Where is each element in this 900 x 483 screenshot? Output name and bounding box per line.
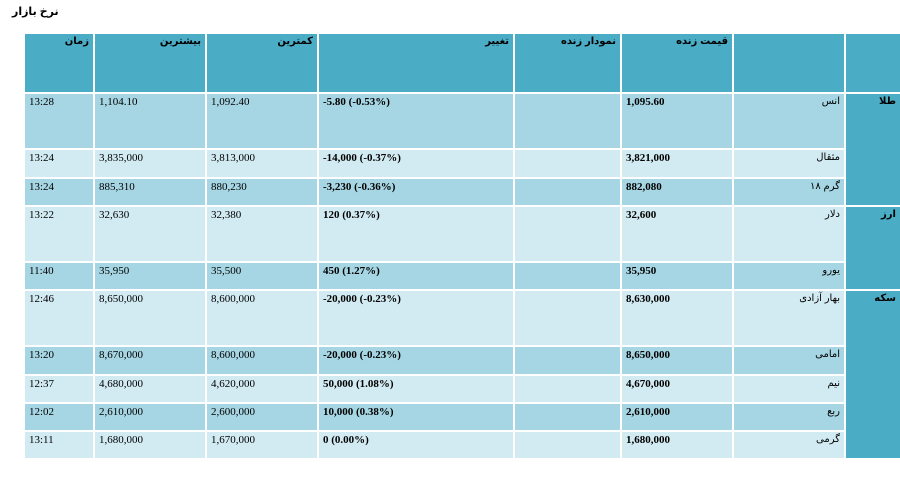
- header-low: کمترین: [205, 32, 319, 94]
- time-value: 13:24: [23, 177, 95, 207]
- live-price: 1,095.60: [620, 92, 734, 150]
- high-value: 32,630: [93, 205, 207, 263]
- table-row: طلا انس 1,095.60 -5.80 (-0.53%) 1,092.40…: [23, 92, 900, 207]
- item-name: امامی: [732, 345, 846, 376]
- header-change: تغییر: [317, 32, 515, 94]
- low-value: 880,230: [205, 177, 319, 207]
- table-row: ارز دلار 32,600 120 (0.37%) 32,380 32,63…: [23, 205, 900, 291]
- low-value: 35,500: [205, 261, 319, 291]
- live-price: 32,600: [620, 205, 734, 263]
- time-value: 13:22: [23, 205, 95, 263]
- table-row: مثقال 3,821,000 -14,000 (-0.37%) 3,813,0…: [23, 148, 900, 179]
- item-name: یورو: [732, 261, 846, 291]
- live-chart-cell: [513, 177, 622, 207]
- category-coin: سکه: [844, 289, 900, 460]
- live-price: 882,080: [620, 177, 734, 207]
- change-value: 450 (1.27%): [317, 261, 515, 291]
- live-chart-cell: [513, 345, 622, 376]
- table-row: سکه بهار آزادی 8,630,000 -20,000 (-0.23%…: [23, 289, 900, 460]
- time-value: 12:46: [23, 289, 95, 347]
- time-value: 11:40: [23, 261, 95, 291]
- live-price: 1,680,000: [620, 430, 734, 460]
- change-value: -20,000 (-0.23%): [317, 345, 515, 376]
- low-value: 1,670,000: [205, 430, 319, 460]
- header-live-chart: نمودار زنده: [513, 32, 622, 94]
- time-value: 13:20: [23, 345, 95, 376]
- high-value: 885,310: [93, 177, 207, 207]
- item-name: دلار: [732, 205, 846, 263]
- change-value: -14,000 (-0.37%): [317, 148, 515, 179]
- time-value: 12:37: [23, 374, 95, 404]
- low-value: 32,380: [205, 205, 319, 263]
- time-value: 13:24: [23, 148, 95, 179]
- item-name: گرم ۱۸: [732, 177, 846, 207]
- high-value: 8,670,000: [93, 345, 207, 376]
- live-chart-cell: [513, 261, 622, 291]
- live-price: 8,630,000: [620, 289, 734, 347]
- table-header-row: قیمت زنده نمودار زنده تغییر کمترین بیشتر…: [23, 32, 900, 94]
- live-chart-cell: [513, 402, 622, 432]
- page-title: نرخ بازار: [12, 6, 59, 18]
- table-row: ربع 2,610,000 10,000 (0.38%) 2,600,000 2…: [23, 402, 900, 432]
- header-high: بیشترین: [93, 32, 207, 94]
- header-time: زمان: [23, 32, 95, 94]
- time-value: 13:11: [23, 430, 95, 460]
- low-value: 4,620,000: [205, 374, 319, 404]
- live-chart-cell: [513, 289, 622, 347]
- live-chart-cell: [513, 430, 622, 460]
- live-price: 4,670,000: [620, 374, 734, 404]
- change-value: 10,000 (0.38%): [317, 402, 515, 432]
- live-chart-cell: [513, 205, 622, 263]
- high-value: 2,610,000: [93, 402, 207, 432]
- high-value: 8,650,000: [93, 289, 207, 347]
- item-name: مثقال: [732, 148, 846, 179]
- item-name: بهار آزادی: [732, 289, 846, 347]
- header-name: [732, 32, 846, 94]
- live-price: 8,650,000: [620, 345, 734, 376]
- live-chart-cell: [513, 374, 622, 404]
- table-row: گرم ۱۸ 882,080 -3,230 (-0.36%) 880,230 8…: [23, 177, 900, 207]
- high-value: 1,680,000: [93, 430, 207, 460]
- low-value: 1,092.40: [205, 92, 319, 150]
- table-row: یورو 35,950 450 (1.27%) 35,500 35,950 11…: [23, 261, 900, 291]
- live-price: 35,950: [620, 261, 734, 291]
- item-name: ربع: [732, 402, 846, 432]
- high-value: 3,835,000: [93, 148, 207, 179]
- category-gold: طلا: [844, 92, 900, 207]
- change-value: -20,000 (-0.23%): [317, 289, 515, 347]
- table-row: نیم 4,670,000 50,000 (1.08%) 4,620,000 4…: [23, 374, 900, 404]
- change-value: -3,230 (-0.36%): [317, 177, 515, 207]
- high-value: 35,950: [93, 261, 207, 291]
- high-value: 1,104.10: [93, 92, 207, 150]
- live-chart-cell: [513, 92, 622, 150]
- table-row: امامی 8,650,000 -20,000 (-0.23%) 8,600,0…: [23, 345, 900, 376]
- low-value: 8,600,000: [205, 289, 319, 347]
- time-value: 12:02: [23, 402, 95, 432]
- header-category: [844, 32, 900, 94]
- change-value: 120 (0.37%): [317, 205, 515, 263]
- live-chart-cell: [513, 148, 622, 179]
- table-row: گرمی 1,680,000 0 (0.00%) 1,670,000 1,680…: [23, 430, 900, 460]
- live-price: 3,821,000: [620, 148, 734, 179]
- change-value: 50,000 (1.08%): [317, 374, 515, 404]
- low-value: 2,600,000: [205, 402, 319, 432]
- category-currency: ارز: [844, 205, 900, 291]
- item-name: انس: [732, 92, 846, 150]
- time-value: 13:28: [23, 92, 95, 150]
- market-rates-table: قیمت زنده نمودار زنده تغییر کمترین بیشتر…: [23, 32, 900, 460]
- low-value: 8,600,000: [205, 345, 319, 376]
- high-value: 4,680,000: [93, 374, 207, 404]
- live-price: 2,610,000: [620, 402, 734, 432]
- item-name: نیم: [732, 374, 846, 404]
- change-value: -5.80 (-0.53%): [317, 92, 515, 150]
- change-value: 0 (0.00%): [317, 430, 515, 460]
- header-live-price: قیمت زنده: [620, 32, 734, 94]
- low-value: 3,813,000: [205, 148, 319, 179]
- item-name: گرمی: [732, 430, 846, 460]
